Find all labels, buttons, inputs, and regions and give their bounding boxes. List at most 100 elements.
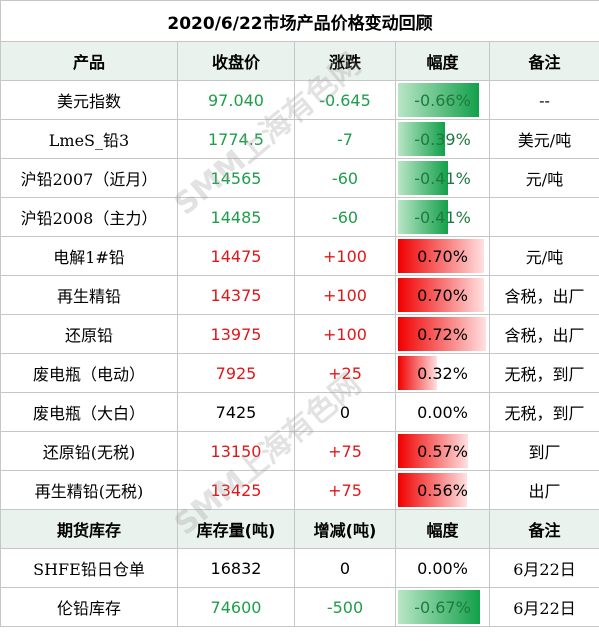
table-row: 沪铅2007（近月） 14565 -60 -0.41% 元/吨 xyxy=(0,158,599,198)
change-cell: 0 xyxy=(294,392,396,432)
header-price: 收盘价 xyxy=(177,41,295,81)
inventory-header-qty: 库存量(吨) xyxy=(177,509,295,549)
pct-bar xyxy=(398,122,446,156)
price-table-body: 2020/6/22市场产品价格变动回顾 产品 收盘价 涨跌 幅度 备注 美元指数… xyxy=(0,0,599,627)
table-row: LmeS_铅3 1774.5 -7 -0.39% 美元/吨 xyxy=(0,119,599,159)
product-name: 沪铅2008（主力） xyxy=(0,197,178,237)
header-product: 产品 xyxy=(0,41,178,81)
pct-cell: -0.41% xyxy=(395,197,490,237)
pct-text: -0.41% xyxy=(414,168,471,188)
price-cell: 13150 xyxy=(177,431,295,471)
change-cell: +25 xyxy=(294,353,396,393)
inventory-header-note: 备注 xyxy=(489,509,599,549)
note-cell: 无税，到厂 xyxy=(489,392,599,432)
note-cell: 出厂 xyxy=(489,470,599,510)
price-cell: 13425 xyxy=(177,470,295,510)
note-cell: -- xyxy=(489,80,599,120)
product-name: SHFE铅日仓单 xyxy=(0,548,178,588)
note-cell: 美元/吨 xyxy=(489,119,599,159)
price-cell: 97.040 xyxy=(177,80,295,120)
pct-cell: -0.67% xyxy=(395,587,490,627)
change-cell: +75 xyxy=(294,470,396,510)
pct-bar xyxy=(398,356,438,390)
note-cell: 到厂 xyxy=(489,431,599,471)
change-cell: +100 xyxy=(294,275,396,315)
inventory-header-pct: 幅度 xyxy=(395,509,490,549)
change-cell: -60 xyxy=(294,197,396,237)
price-cell: 16832 xyxy=(177,548,295,588)
pct-cell: 0.00% xyxy=(395,548,490,588)
table-title: 2020/6/22市场产品价格变动回顾 xyxy=(0,0,599,42)
change-cell: -7 xyxy=(294,119,396,159)
product-name: 再生精铅 xyxy=(0,275,178,315)
note-cell: 含税，出厂 xyxy=(489,275,599,315)
pct-text: 0.70% xyxy=(417,246,468,266)
pct-text: -0.66% xyxy=(414,90,471,110)
product-name: 废电瓶（大白） xyxy=(0,392,178,432)
table-row: 美元指数 97.040 -0.645 -0.66% -- xyxy=(0,80,599,120)
pct-cell: 0.70% xyxy=(395,236,490,276)
note-cell: 6月22日 xyxy=(489,587,599,627)
pct-cell: 0.72% xyxy=(395,314,490,354)
pct-bar xyxy=(398,317,487,351)
inventory-header-row: 期货库存 库存量(吨) 增减(吨) 幅度 备注 xyxy=(0,509,599,549)
pct-cell: 0.32% xyxy=(395,353,490,393)
pct-bar xyxy=(398,434,468,468)
product-name: 还原铅(无税) xyxy=(0,431,178,471)
price-cell: 14475 xyxy=(177,236,295,276)
pct-text: 0.72% xyxy=(417,324,468,344)
price-cell: 14565 xyxy=(177,158,295,198)
product-name: 电解1#铅 xyxy=(0,236,178,276)
pct-cell: -0.66% xyxy=(395,80,490,120)
pct-cell: 0.56% xyxy=(395,470,490,510)
product-name: 再生精铅(无税) xyxy=(0,470,178,510)
table-row: 再生精铅(无税) 13425 +75 0.56% 出厂 xyxy=(0,470,599,510)
note-cell: 元/吨 xyxy=(489,236,599,276)
pct-bar xyxy=(398,83,479,117)
change-cell: -500 xyxy=(294,587,396,627)
price-cell: 14485 xyxy=(177,197,295,237)
price-cell: 14375 xyxy=(177,275,295,315)
pct-text: 0.70% xyxy=(417,285,468,305)
table-row: 还原铅 13975 +100 0.72% 含税，出厂 xyxy=(0,314,599,354)
table-row: SHFE铅日仓单 16832 0 0.00% 6月22日 xyxy=(0,548,599,588)
pct-text: 0.00% xyxy=(417,558,468,578)
table-row: 伦铅库存 74600 -500 -0.67% 6月22日 xyxy=(0,587,599,627)
pct-bar xyxy=(398,590,480,624)
table-row: 沪铅2008（主力） 14485 -60 -0.41% xyxy=(0,197,599,237)
pct-cell: 0.70% xyxy=(395,275,490,315)
header-row: 产品 收盘价 涨跌 幅度 备注 xyxy=(0,41,599,81)
pct-text: 0.00% xyxy=(417,402,468,422)
price-cell: 1774.5 xyxy=(177,119,295,159)
change-cell: 0 xyxy=(294,548,396,588)
header-note: 备注 xyxy=(489,41,599,81)
pct-bar xyxy=(398,278,484,312)
pct-text: -0.41% xyxy=(414,207,471,227)
pct-cell: -0.41% xyxy=(395,158,490,198)
pct-text: 0.56% xyxy=(417,480,468,500)
price-cell: 74600 xyxy=(177,587,295,627)
pct-cell: 0.00% xyxy=(395,392,490,432)
inventory-header-name: 期货库存 xyxy=(0,509,178,549)
change-cell: -0.645 xyxy=(294,80,396,120)
pct-text: 0.32% xyxy=(417,363,468,383)
header-change: 涨跌 xyxy=(294,41,396,81)
price-cell: 13975 xyxy=(177,314,295,354)
price-table: 2020/6/22市场产品价格变动回顾 产品 收盘价 涨跌 幅度 备注 美元指数… xyxy=(0,0,599,627)
note-cell: 元/吨 xyxy=(489,158,599,198)
note-cell: 含税，出厂 xyxy=(489,314,599,354)
table-row: 电解1#铅 14475 +100 0.70% 元/吨 xyxy=(0,236,599,276)
change-cell: +100 xyxy=(294,314,396,354)
note-cell: 6月22日 xyxy=(489,548,599,588)
change-cell: -60 xyxy=(294,158,396,198)
product-name: 伦铅库存 xyxy=(0,587,178,627)
pct-text: -0.67% xyxy=(414,597,471,617)
table-row: 还原铅(无税) 13150 +75 0.57% 到厂 xyxy=(0,431,599,471)
note-cell xyxy=(489,197,599,237)
pct-cell: -0.39% xyxy=(395,119,490,159)
inventory-header-change: 增减(吨) xyxy=(294,509,396,549)
pct-bar xyxy=(398,200,449,234)
product-name: 还原铅 xyxy=(0,314,178,354)
note-cell: 无税，到厂 xyxy=(489,353,599,393)
product-name: LmeS_铅3 xyxy=(0,119,178,159)
